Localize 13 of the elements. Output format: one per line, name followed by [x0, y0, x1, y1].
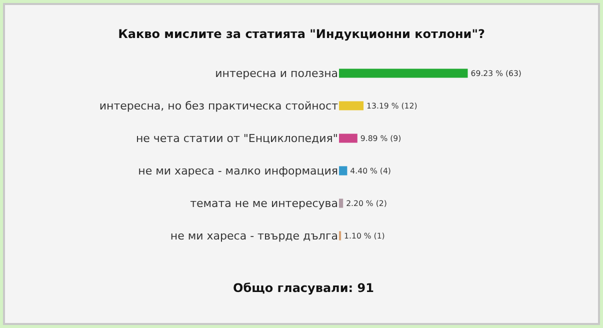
y-tick-label: темата не ме интересува [190, 197, 338, 210]
y-tick-label: интересна, но без практическа стойност [99, 100, 339, 113]
y-tick-label: не ми хареса - малко информация [138, 164, 338, 178]
bar [339, 166, 348, 176]
y-tick-label: интересна и полезна [215, 67, 338, 80]
bar [339, 68, 468, 78]
chart-title: Какво мислите за статията "Индукционни котлони"? [118, 26, 485, 41]
bar [339, 134, 358, 143]
bar [339, 101, 364, 110]
text: Общо гласували: 91 [233, 281, 374, 295]
y-tick-label: не ми хареса - твърде дълга [170, 230, 338, 243]
bar [339, 198, 344, 208]
y-tick-label: не чета статии от "Енциклопедия" [136, 132, 338, 146]
